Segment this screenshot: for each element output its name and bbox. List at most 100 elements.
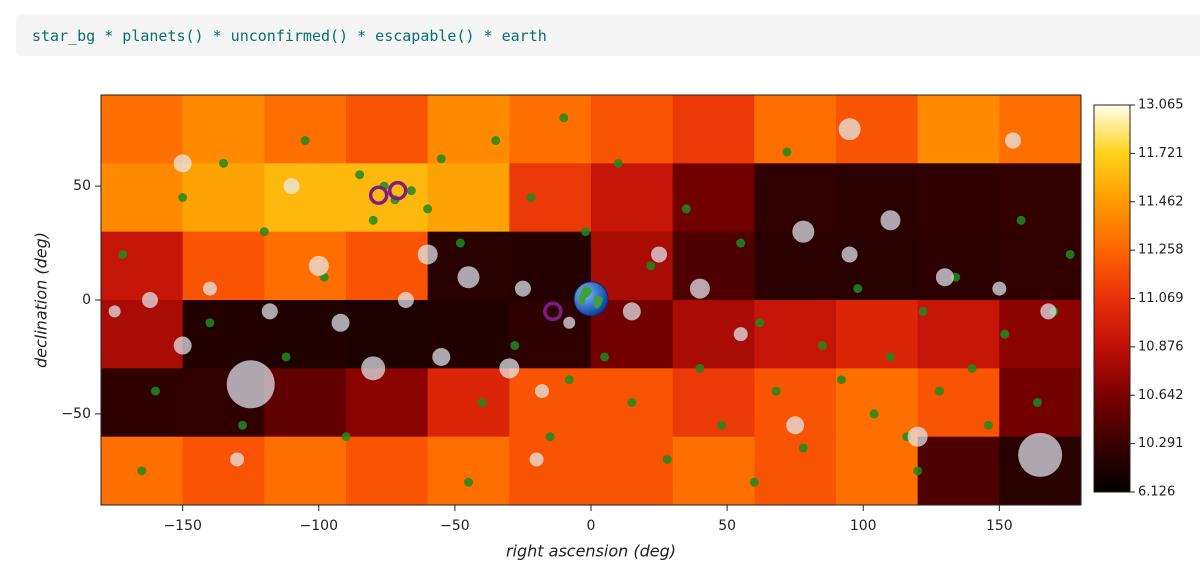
planet-point — [836, 375, 846, 385]
planet-point — [600, 352, 610, 362]
x-tick-label: 100 — [850, 518, 877, 534]
x-tick-label: 150 — [986, 518, 1013, 534]
heatmap-cell — [999, 300, 1081, 369]
heatmap-cell — [591, 163, 674, 233]
unconfirmed-point — [417, 244, 438, 265]
code-cell: star_bg * planets() * unconfirmed() * es… — [16, 14, 1200, 56]
planet-point — [341, 432, 351, 442]
planet-point — [695, 363, 705, 373]
x-tick-label: −100 — [300, 518, 338, 534]
heatmap-cell — [346, 300, 429, 369]
heatmap-cell — [917, 436, 1000, 505]
planet-point — [559, 113, 569, 123]
planet-point — [1065, 249, 1075, 259]
planet-point — [150, 386, 160, 396]
heatmap-cell — [754, 231, 837, 301]
unconfirmed-point — [283, 178, 300, 195]
heatmap-cell — [346, 436, 429, 505]
unconfirmed-point — [173, 336, 192, 355]
unconfirmed-point — [841, 246, 858, 263]
heatmap-cell — [509, 436, 592, 505]
heatmap-cell — [754, 163, 837, 233]
heatmap-cell — [182, 95, 265, 164]
planet-point — [869, 409, 879, 419]
planet-point — [281, 352, 291, 362]
unconfirmed-point — [1018, 432, 1063, 477]
planet-point — [545, 432, 555, 442]
escapable-point — [387, 180, 408, 201]
colorbar-tick-label: 11.721 — [1138, 146, 1184, 161]
x-tick-label: 0 — [587, 518, 596, 534]
planet-point — [581, 227, 591, 237]
heatmap-cell — [591, 95, 674, 164]
heatmap-cell — [999, 231, 1081, 301]
plot-area — [101, 95, 1081, 505]
unconfirmed-point — [397, 292, 414, 308]
y-tick-label: −50 — [61, 406, 91, 422]
colorbar-tick-label: 6.126 — [1138, 485, 1175, 500]
unconfirmed-point — [838, 118, 861, 141]
unconfirmed-point — [331, 313, 350, 332]
heatmap-cell — [672, 436, 755, 505]
heatmap-cell — [509, 368, 592, 438]
planet-point — [491, 136, 501, 146]
planet-point — [455, 238, 465, 248]
heatmap-cell — [182, 300, 265, 369]
heatmap-cell — [101, 163, 184, 233]
unconfirmed-point — [1004, 132, 1021, 149]
unconfirmed-point — [935, 268, 954, 287]
unconfirmed-point — [499, 358, 520, 379]
heatmap-cell — [754, 300, 837, 369]
colorbar-tick-label: 11.258 — [1138, 243, 1184, 258]
unconfirmed-point — [907, 426, 928, 447]
unconfirmed-point — [108, 305, 121, 318]
heatmap-cell — [346, 95, 429, 164]
heatmap-cell — [917, 163, 1000, 233]
x-tick-label: −50 — [440, 518, 470, 534]
heatmap-cell — [427, 368, 510, 438]
heatmap-cell — [264, 95, 347, 164]
planet-point — [853, 284, 863, 294]
heatmap-cell — [836, 436, 919, 505]
heatmap-cell — [264, 300, 347, 369]
unconfirmed-point — [992, 281, 1007, 296]
colorbar-tick-label: 10.291 — [1138, 436, 1184, 451]
heatmap-cell — [101, 231, 184, 301]
heatmap-cell — [917, 300, 1000, 369]
unconfirmed-point — [308, 255, 329, 276]
unconfirmed-point — [173, 154, 192, 173]
x-tick-label: 50 — [718, 518, 736, 534]
colorbar-tick-label: 10.876 — [1138, 339, 1184, 354]
unconfirmed-point — [202, 281, 217, 296]
planet-point — [613, 158, 623, 168]
heatmap-cell — [509, 95, 592, 164]
planet-point — [798, 443, 808, 453]
planet-point — [477, 398, 487, 407]
planet-point — [436, 154, 446, 164]
heatmap-cell — [182, 436, 265, 505]
planet-point — [771, 386, 781, 396]
y-tick-label: 50 — [73, 178, 91, 194]
planet-point — [983, 420, 993, 430]
unconfirmed-point — [514, 280, 531, 297]
heatmap-cell — [427, 231, 510, 301]
planet-point — [646, 261, 656, 271]
heatmap-cell — [182, 231, 265, 301]
planet-point — [118, 249, 128, 259]
planet-point — [1000, 329, 1010, 339]
heatmap-cell — [264, 231, 347, 301]
planet-point — [717, 420, 727, 430]
x-tick-label: −150 — [163, 518, 201, 534]
planet-point — [178, 193, 188, 202]
heatmap-cell — [999, 163, 1081, 233]
planet-point — [219, 158, 228, 168]
planet-point — [205, 318, 215, 328]
planet-point — [464, 477, 473, 487]
heatmap-cell — [917, 95, 1000, 164]
heatmap-cell — [672, 368, 755, 438]
planet-point — [627, 398, 637, 407]
planet-point — [749, 477, 759, 487]
planet-point — [238, 420, 248, 430]
earth-land — [578, 286, 603, 309]
